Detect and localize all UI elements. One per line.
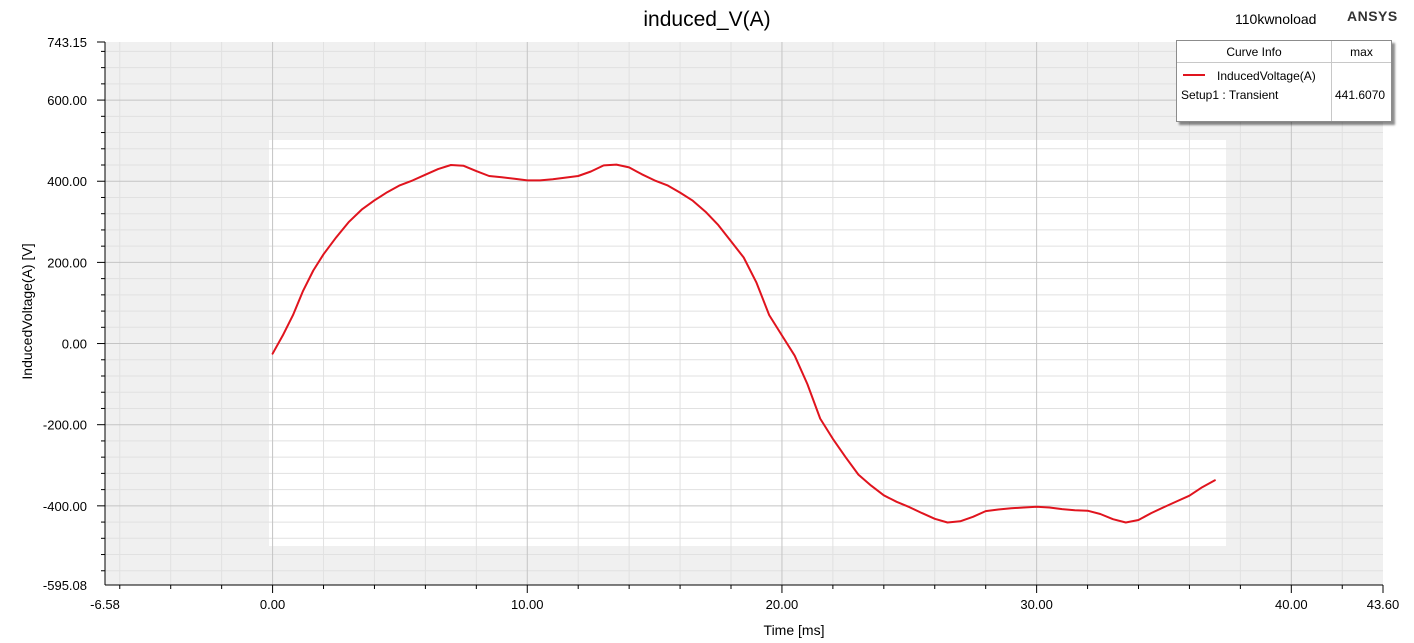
y-tick-label: -400.00 xyxy=(43,499,87,514)
y-tick-label: 400.00 xyxy=(47,174,87,189)
legend-series-context: Setup1 : Transient xyxy=(1181,88,1279,102)
chart-title: induced_V(A) xyxy=(643,8,771,31)
legend-column-divider xyxy=(1331,41,1332,121)
x-tick-label: 20.00 xyxy=(766,597,799,612)
x-tick-label: 10.00 xyxy=(511,597,544,612)
curve-info-legend[interactable]: Curve Info max InducedVoltage(A) Setup1 … xyxy=(1176,40,1392,122)
x-tick-label: 43.60 xyxy=(1367,597,1400,612)
legend-series-swatch xyxy=(1183,74,1205,76)
y-tick-label: 743.15 xyxy=(47,35,87,50)
y-tick-label: -200.00 xyxy=(43,418,87,433)
y-tick-label: 200.00 xyxy=(47,255,87,270)
legend-series-name: InducedVoltage(A) xyxy=(1217,69,1316,83)
legend-col-max: max xyxy=(1350,45,1373,59)
legend-col-curve-info: Curve Info xyxy=(1226,45,1282,59)
legend-header xyxy=(1177,41,1391,63)
series-line-induced-voltage-a xyxy=(271,163,1216,524)
x-tick-label: 30.00 xyxy=(1020,597,1053,612)
x-tick-label: 0.00 xyxy=(260,597,285,612)
x-tick-label: -6.58 xyxy=(90,597,120,612)
x-axis-label: Time [ms] xyxy=(764,622,825,638)
legend-series-max: 441.6070 xyxy=(1335,88,1386,102)
y-tick-label: 0.00 xyxy=(62,337,87,352)
y-tick-label: -595.08 xyxy=(43,578,87,593)
x-tick-label: 40.00 xyxy=(1275,597,1308,612)
project-name: 110kwnoload xyxy=(1235,11,1317,27)
y-axis-label: InducedVoltage(A) [V] xyxy=(19,243,35,379)
brand-logo: ANSYS xyxy=(1347,8,1398,24)
y-tick-label: 600.00 xyxy=(47,93,87,108)
